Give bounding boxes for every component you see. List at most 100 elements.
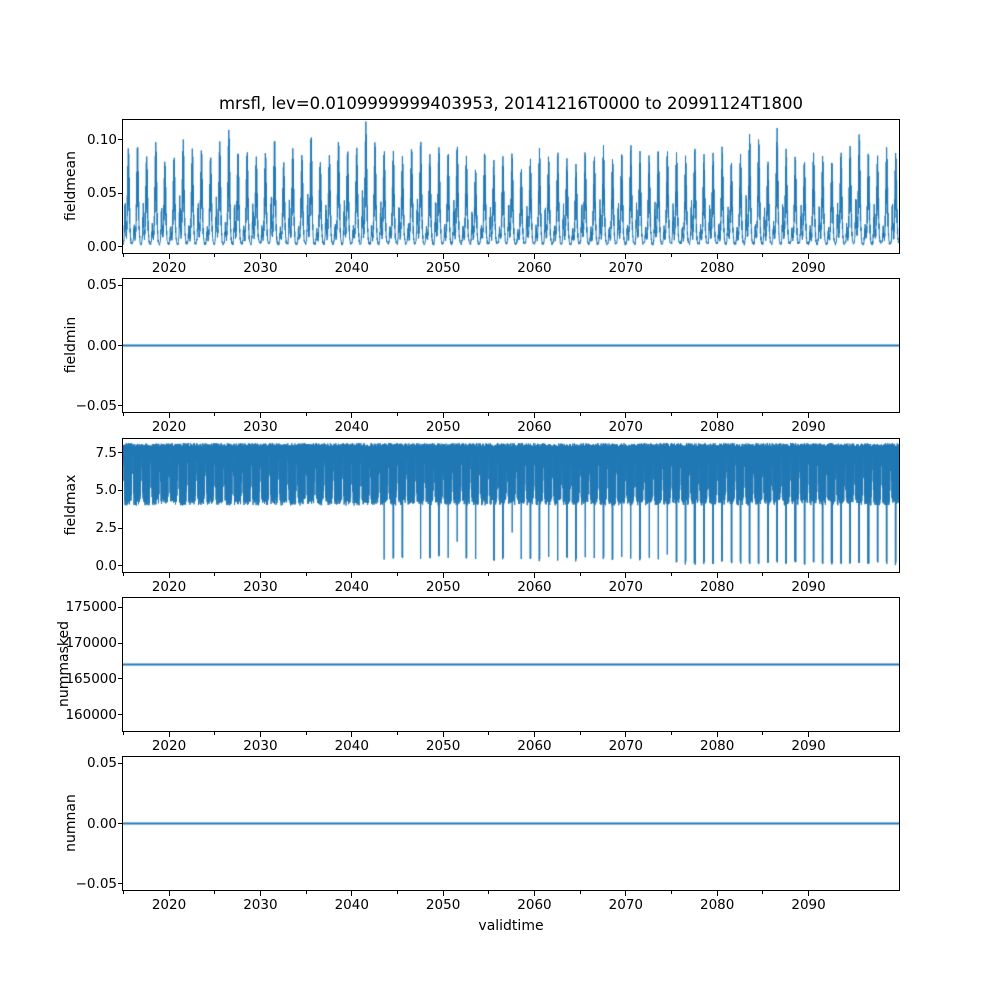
x-tick [259, 254, 261, 259]
y-tick [118, 489, 123, 491]
x-tick-label: 2070 [608, 897, 643, 913]
x-tick [533, 254, 535, 259]
y-tick [118, 192, 123, 194]
x-tick [168, 413, 170, 418]
x-tick-label: 2060 [517, 579, 552, 595]
x-tick [259, 891, 261, 896]
x-tick [625, 413, 627, 418]
subplot-nummasked [122, 597, 900, 732]
subplot-fieldmax [122, 438, 900, 573]
y-tick-label: 165000 [65, 670, 117, 687]
y-tick-label: 0.00 [86, 238, 117, 255]
x-minor-tick [305, 573, 307, 576]
x-tick-label: 2030 [243, 419, 278, 435]
x-tick [351, 573, 353, 578]
x-minor-tick [396, 573, 398, 576]
x-tick [716, 573, 718, 578]
x-tick [351, 732, 353, 737]
y-tick [118, 246, 123, 248]
y-tick [118, 823, 123, 824]
x-tick-label: 2020 [151, 419, 187, 435]
x-minor-tick [579, 573, 581, 576]
x-tick-label: 2040 [334, 738, 369, 754]
y-tick-label: 0.00 [86, 337, 117, 354]
plot-area-nummasked [123, 598, 899, 731]
x-tick-label: 2060 [517, 260, 552, 276]
x-tick [808, 732, 810, 737]
y-tick [118, 345, 123, 346]
x-tick [351, 891, 353, 896]
y-tick [118, 883, 123, 885]
x-minor-tick [488, 732, 490, 735]
x-tick [625, 573, 627, 578]
y-tick-label: 5.0 [95, 482, 117, 499]
x-axis-label: validtime [478, 918, 544, 934]
x-tick [168, 891, 170, 896]
x-tick [259, 413, 261, 418]
y-tick-label: 7.5 [95, 444, 117, 461]
x-tick-label: 2050 [425, 260, 461, 276]
x-minor-tick [214, 573, 216, 576]
y-axis-label-nummasked: nummasked [56, 620, 72, 708]
x-tick [259, 732, 261, 737]
x-minor-tick [579, 732, 581, 735]
x-minor-tick [122, 573, 124, 576]
chart-title: mrsfl, lev=0.0109999999403953, 20141216T… [218, 94, 804, 113]
x-minor-tick [305, 413, 307, 416]
y-tick [118, 139, 123, 141]
x-tick [168, 732, 170, 737]
x-tick-label: 2050 [425, 738, 461, 754]
x-minor-tick [396, 413, 398, 416]
x-tick [625, 254, 627, 259]
x-tick-label: 2080 [700, 897, 735, 913]
subplot-fieldmin [122, 278, 900, 413]
x-tick-label: 2080 [700, 260, 735, 276]
x-tick-label: 2020 [151, 897, 187, 913]
x-minor-tick [396, 732, 398, 735]
x-minor-tick [305, 254, 307, 257]
subplot-numnan [122, 756, 900, 891]
y-tick-label: 0.05 [86, 755, 117, 772]
x-minor-tick [762, 254, 764, 257]
y-tick-label: 175000 [65, 599, 117, 616]
x-tick [533, 732, 535, 737]
y-tick-label: 160000 [65, 706, 117, 723]
x-minor-tick [671, 732, 673, 735]
x-tick [716, 413, 718, 418]
x-minor-tick [214, 413, 216, 416]
y-tick-label: 0.0 [95, 557, 117, 574]
x-tick-label: 2030 [243, 897, 278, 913]
x-tick-label: 2040 [334, 419, 369, 435]
x-minor-tick [214, 254, 216, 257]
y-tick [118, 527, 123, 529]
y-tick-label: 0.00 [86, 815, 117, 832]
y-tick [118, 678, 123, 680]
x-minor-tick [762, 891, 764, 894]
x-tick [351, 254, 353, 259]
y-tick-label: −0.05 [75, 397, 117, 414]
x-tick [533, 573, 535, 578]
y-tick-label: 170000 [65, 635, 117, 652]
y-tick [118, 642, 123, 644]
x-minor-tick [488, 254, 490, 257]
x-minor-tick [396, 891, 398, 894]
x-minor-tick [396, 254, 398, 257]
x-tick-label: 2070 [608, 419, 643, 435]
subplot-fieldmean [122, 119, 900, 254]
x-tick-label: 2060 [517, 738, 552, 754]
y-tick [118, 606, 123, 608]
y-tick [118, 565, 123, 567]
plot-area-fieldmean [123, 120, 899, 253]
x-tick [625, 891, 627, 896]
x-tick-label: 2020 [151, 738, 187, 754]
x-tick [808, 573, 810, 578]
x-tick [716, 891, 718, 896]
x-tick-label: 2030 [243, 579, 278, 595]
x-tick-label: 2090 [791, 897, 826, 913]
x-minor-tick [762, 573, 764, 576]
x-minor-tick [762, 732, 764, 735]
y-tick-label: 2.5 [95, 520, 117, 537]
x-tick [808, 254, 810, 259]
x-tick [442, 413, 444, 418]
